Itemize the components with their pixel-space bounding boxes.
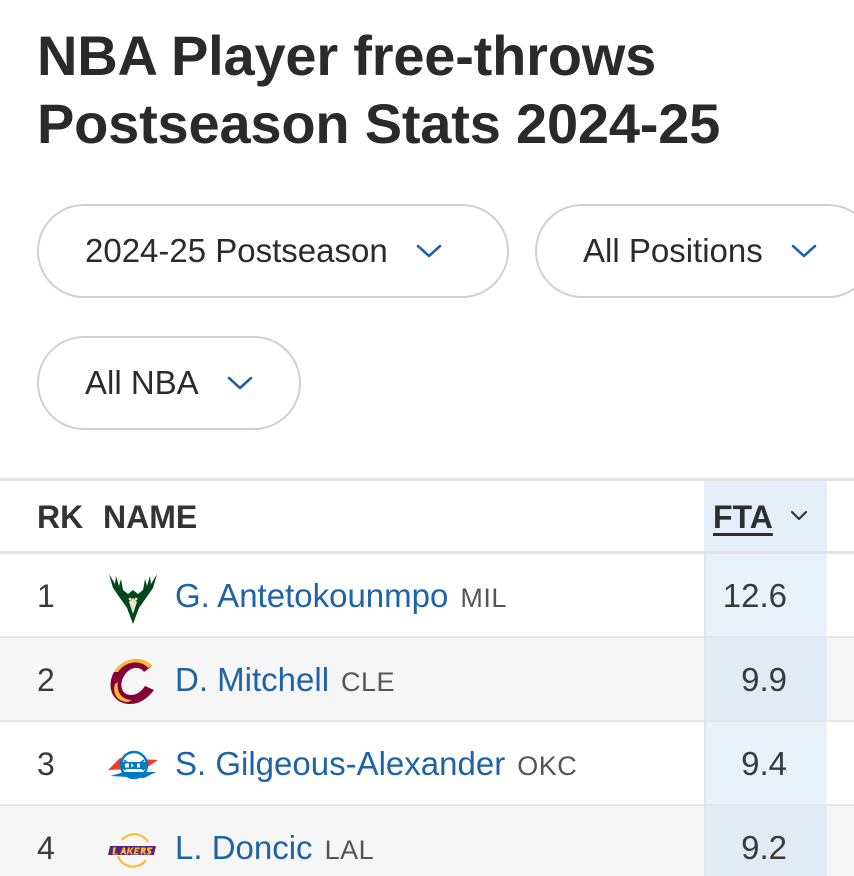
fta-value: 9.2 (741, 829, 787, 866)
table-top-divider (0, 478, 854, 481)
chevron-down-icon (791, 244, 817, 258)
header-fta-sort[interactable]: FTA (713, 499, 773, 535)
header-name: NAME (103, 499, 198, 535)
sort-desc-chevron-icon[interactable] (790, 510, 808, 522)
player-name-link[interactable]: G. Antetokounmpo MIL (175, 554, 507, 640)
player-name[interactable]: S. Gilgeous-Alexander (175, 745, 506, 782)
fta-cell: 12.6 (704, 554, 827, 636)
cavaliers-logo-icon (110, 659, 154, 704)
lakers-logo-icon (108, 833, 156, 868)
player-name-link[interactable]: D. Mitchell CLE (175, 638, 395, 724)
row-rank: 4 (37, 830, 55, 866)
chevron-down-icon (416, 244, 442, 258)
table-row: 4 L. Doncic LAL 9.2 (0, 806, 854, 876)
stats-table: RK NAME FTA 1 G. Antetokounmpo MIL 12.6 2… (0, 478, 854, 876)
table-row: 3 S. Gilgeous-Alexander OKC 9.4 (0, 722, 854, 806)
header-rank: RK (37, 499, 84, 535)
fta-value: 12.6 (722, 577, 787, 614)
team-abbr: MIL (460, 583, 507, 613)
league-dropdown-label: All NBA (85, 364, 199, 401)
page-title: NBA Player free-throws Postseason Stats … (37, 24, 721, 155)
league-dropdown[interactable]: All NBA (37, 336, 301, 430)
fta-value: 9.9 (741, 661, 787, 698)
position-dropdown[interactable]: All Positions (535, 204, 854, 298)
team-abbr: LAL (324, 835, 375, 865)
row-rank: 1 (37, 578, 55, 614)
table-header-divider (0, 551, 854, 554)
team-abbr: OKC (517, 751, 578, 781)
season-dropdown-label: 2024-25 Postseason (85, 232, 388, 269)
table-row: 1 G. Antetokounmpo MIL 12.6 (0, 554, 854, 638)
player-name[interactable]: D. Mitchell (175, 661, 330, 698)
sorted-column-highlight (704, 481, 827, 553)
fta-value: 9.4 (741, 745, 787, 782)
table-header: RK NAME FTA (0, 481, 854, 553)
position-dropdown-label: All Positions (583, 232, 763, 269)
row-divider (0, 636, 854, 638)
player-name-link[interactable]: S. Gilgeous-Alexander OKC (175, 722, 577, 808)
fta-cell: 9.9 (704, 638, 827, 720)
fta-cell: 9.4 (704, 722, 827, 804)
table-row: 2 D. Mitchell CLE 9.9 (0, 638, 854, 722)
row-rank: 3 (37, 746, 55, 782)
player-name[interactable]: G. Antetokounmpo (175, 577, 449, 614)
row-divider (0, 720, 854, 722)
season-dropdown[interactable]: 2024-25 Postseason (37, 204, 509, 298)
player-name-link[interactable]: L. Doncic LAL (175, 806, 374, 876)
row-rank: 2 (37, 662, 55, 698)
player-name[interactable]: L. Doncic (175, 829, 313, 866)
row-divider (0, 804, 854, 806)
team-abbr: CLE (341, 667, 396, 697)
chevron-down-icon (227, 376, 253, 390)
thunder-logo-icon (108, 750, 158, 780)
fta-cell: 9.2 (704, 806, 827, 876)
bucks-logo-icon (109, 574, 157, 624)
